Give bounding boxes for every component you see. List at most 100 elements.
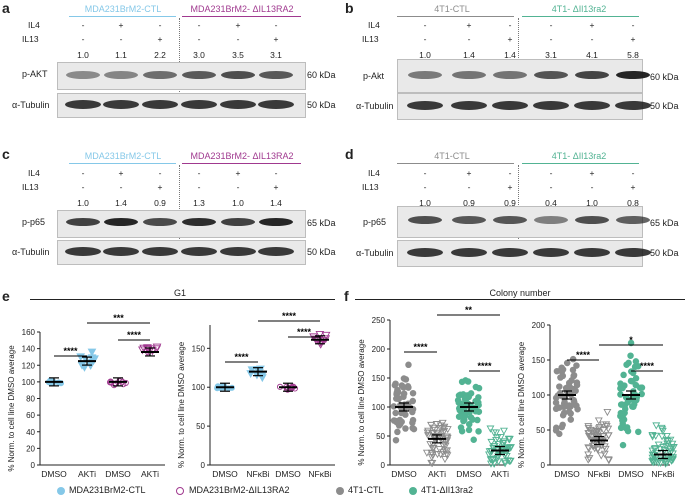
data-point — [438, 441, 447, 450]
significance-label: **** — [234, 352, 249, 362]
data-point — [619, 441, 627, 449]
data-point — [501, 460, 510, 468]
y-tick-label: 150 — [192, 344, 206, 353]
data-point — [257, 374, 267, 383]
treatment-il4: + — [466, 168, 472, 178]
treatment-il4: - — [423, 20, 427, 30]
data-point — [651, 445, 660, 453]
data-point — [565, 408, 573, 415]
kda-label: 50 kDa — [307, 247, 336, 257]
quantification-value: 3.5 — [232, 50, 244, 60]
tubulin-band — [181, 100, 217, 109]
treatment-il13: + — [273, 34, 279, 44]
header-line — [30, 299, 335, 300]
data-point — [585, 455, 594, 463]
treatment-il4: - — [549, 168, 553, 178]
legend-label: 4T1-CTL — [348, 485, 384, 495]
tubulin-band — [615, 101, 651, 110]
treatment-il13: + — [630, 182, 636, 192]
treatment-il4: + — [118, 168, 124, 178]
treatment-il13: - — [236, 182, 240, 192]
data-point — [456, 406, 463, 414]
protein-band — [66, 218, 100, 226]
significance-label: **** — [282, 311, 297, 321]
panel-letter: d — [345, 146, 354, 162]
tubulin-band — [103, 100, 139, 109]
data-point — [505, 445, 514, 453]
treatment-il13: + — [630, 34, 636, 44]
protein-band — [616, 71, 650, 79]
row-label-il13: IL13 — [362, 34, 379, 44]
data-point — [559, 421, 566, 429]
data-point — [500, 438, 509, 446]
data-point — [662, 433, 671, 441]
y-tick-label: 140 — [22, 345, 36, 354]
x-tick-label: DMSO — [105, 469, 131, 479]
treatment-il4: - — [81, 168, 85, 178]
kda-label: 60 kDa — [650, 72, 679, 82]
data-point — [601, 445, 610, 454]
data-point — [443, 452, 452, 460]
blot-label: α-Tubulin — [356, 101, 394, 111]
data-point — [392, 436, 400, 444]
x-tick-label: NFκBi — [246, 469, 269, 479]
data-point — [392, 409, 399, 417]
panel-letter: e — [2, 288, 10, 304]
data-point — [584, 451, 593, 459]
treatment-il13: + — [507, 182, 513, 192]
data-point — [494, 441, 503, 449]
treatment-il4: - — [197, 20, 201, 30]
quantification-value: 3.0 — [193, 50, 205, 60]
data-point — [475, 428, 482, 435]
data-point — [624, 427, 632, 435]
protein-band — [66, 71, 100, 79]
legend-marker — [409, 487, 417, 495]
legend-marker — [336, 487, 344, 495]
data-point — [559, 412, 567, 419]
significance-label: *** — [113, 313, 124, 323]
y-tick-label: 100 — [192, 383, 206, 392]
tubulin-band — [181, 247, 217, 256]
data-point — [441, 447, 450, 455]
data-point — [402, 425, 409, 432]
data-point — [604, 456, 613, 464]
data-point — [487, 438, 496, 447]
y-tick-label: 250 — [372, 316, 386, 325]
treatment-il4: + — [118, 20, 124, 30]
treatment-il4: - — [423, 168, 427, 178]
tubulin-band — [451, 101, 487, 110]
data-point — [651, 458, 660, 466]
data-point — [394, 389, 402, 396]
data-point — [649, 459, 658, 467]
quantification-value: 1.4 — [270, 198, 282, 208]
treatment-il13: + — [157, 182, 163, 192]
data-point — [501, 458, 510, 466]
y-tick-label: 120 — [22, 361, 36, 370]
data-point — [654, 459, 663, 467]
data-point — [427, 454, 436, 462]
treatment-il4: - — [81, 20, 85, 30]
blot-label: p-Akt — [363, 71, 385, 81]
data-point — [573, 362, 580, 369]
tubulin-band — [142, 247, 178, 256]
y-tick-label: 50 — [196, 422, 205, 431]
panel-e-header: G1 — [173, 288, 187, 298]
protein-band — [575, 216, 609, 224]
protein-band — [493, 216, 527, 224]
y-tick-label: 100 — [372, 403, 386, 412]
x-tick-label: DMSO — [41, 469, 67, 479]
x-tick-label: DMSO — [275, 469, 301, 479]
group-underline — [397, 16, 514, 17]
data-point — [651, 449, 660, 457]
data-point — [87, 348, 97, 357]
data-point — [467, 390, 475, 397]
significance-label: **** — [63, 346, 78, 356]
data-point — [485, 451, 493, 459]
quantification-value: 1.0 — [232, 198, 244, 208]
protein-band — [182, 71, 216, 79]
data-point — [590, 445, 599, 453]
data-point — [465, 426, 473, 434]
quantification-value: 1.0 — [77, 50, 89, 60]
data-point — [658, 433, 667, 441]
